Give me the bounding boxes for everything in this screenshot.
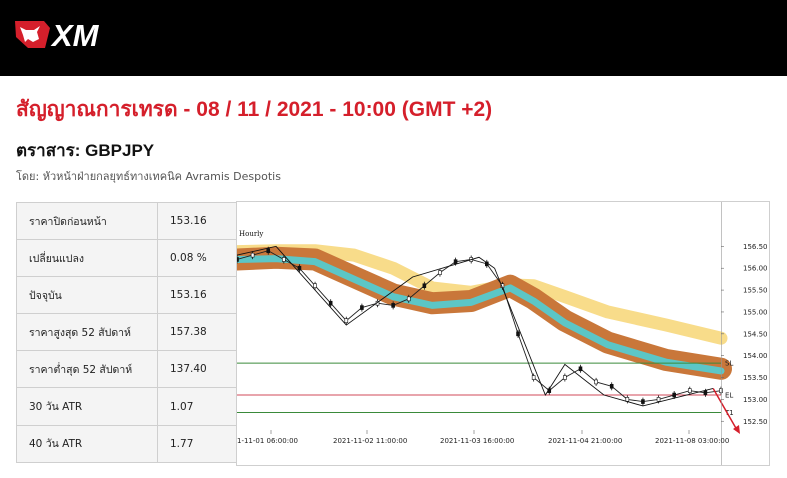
candle-body bbox=[250, 252, 255, 258]
timeframe-label: Hourly bbox=[239, 230, 263, 238]
candle-body bbox=[516, 331, 520, 337]
candle-body bbox=[422, 283, 427, 289]
cyan-ma-band bbox=[237, 255, 725, 375]
price-line bbox=[237, 250, 722, 403]
forecast-arrow-line bbox=[712, 388, 738, 431]
y-tick-label: 153.50 bbox=[743, 374, 768, 382]
candle-body bbox=[344, 318, 349, 323]
instrument-label: ตราสาร: GBPJPY bbox=[16, 141, 155, 160]
bull-silhouette-icon bbox=[20, 26, 40, 42]
stat-value: 0.08 % bbox=[157, 239, 238, 278]
level-label-sl: SL bbox=[725, 360, 733, 368]
x-tick-label: 2021-11-03 16:00:00 bbox=[440, 437, 514, 445]
stat-value: 153.16 bbox=[157, 201, 238, 241]
stat-label: ราคาสูงสุด 52 สัปดาห์ bbox=[16, 313, 158, 352]
stat-value: 153.16 bbox=[157, 276, 238, 315]
y-tick-label: 155.00 bbox=[743, 308, 768, 316]
candle-body bbox=[687, 388, 692, 393]
candle-body bbox=[313, 283, 317, 289]
candle-body bbox=[282, 257, 286, 262]
xm-logo[interactable]: XM bbox=[14, 15, 132, 51]
x-tick-label: 2021-11-04 21:00:00 bbox=[548, 437, 622, 445]
candle-body bbox=[531, 375, 536, 380]
y-tick-label: 153.00 bbox=[743, 396, 768, 404]
stat-value: 137.40 bbox=[157, 350, 238, 389]
candle-body bbox=[328, 300, 333, 306]
x-tick-label: 2021-11-02 11:00:00 bbox=[333, 437, 407, 445]
stat-value: 157.38 bbox=[157, 313, 238, 352]
table-row: ราคาต่ำสุด 52 สัปดาห์ 137.40 bbox=[16, 350, 238, 389]
stat-value: 1.07 bbox=[157, 387, 238, 426]
stat-label: เปลี่ยนแปลง bbox=[16, 239, 158, 278]
level-label-t1: T1 bbox=[724, 409, 734, 417]
table-row: ราคาสูงสุด 52 สัปดาห์ 157.38 bbox=[16, 313, 238, 352]
candle-body bbox=[563, 375, 567, 380]
zigzag-line bbox=[237, 245, 714, 407]
stat-label: ราคาต่ำสุด 52 สัปดาห์ bbox=[16, 350, 158, 389]
page-title: สัญญาณการเทรด - 08 / 11 / 2021 - 10:00 (… bbox=[16, 98, 493, 121]
candle-body bbox=[641, 399, 645, 404]
stat-label: 40 วัน ATR bbox=[16, 424, 158, 463]
logo-text: XM bbox=[50, 18, 100, 51]
candle-body bbox=[703, 390, 708, 396]
orange-ma-band bbox=[237, 246, 732, 380]
x-tick-label: 1-11-01 06:00:00 bbox=[237, 437, 298, 445]
forecast-arrowhead-icon bbox=[733, 425, 740, 434]
stats-table: ราคาปิดก่อนหน้า 153.16 เปลี่ยนแปลง 0.08 % … bbox=[16, 201, 238, 463]
candle-body bbox=[360, 305, 364, 310]
candle-body bbox=[609, 383, 614, 389]
candle-body bbox=[453, 259, 458, 264]
y-tick-label: 154.00 bbox=[743, 352, 768, 360]
stat-value: 1.77 bbox=[157, 424, 238, 463]
y-tick-label: 152.50 bbox=[743, 418, 768, 426]
stat-label: 30 วัน ATR bbox=[16, 387, 158, 426]
candle-body bbox=[391, 303, 395, 308]
y-tick-label: 154.50 bbox=[743, 330, 768, 338]
author-byline: โดย: หัวหน้าฝ่ายกลยุทธ์ทางเทคนิค Avramis… bbox=[16, 170, 281, 183]
level-label-el: EL bbox=[725, 392, 733, 400]
candle-body bbox=[266, 248, 271, 254]
candle-body bbox=[406, 296, 411, 302]
candle-body bbox=[719, 388, 723, 393]
candle-body bbox=[438, 270, 442, 275]
chart-canvas: Hourly SL EL T1 156.50 156.00 155.50 155.00 154… bbox=[237, 202, 768, 465]
y-tick-label: 156.00 bbox=[743, 265, 768, 273]
site-header: XM bbox=[0, 0, 787, 76]
candle-body bbox=[656, 397, 661, 402]
candle-body bbox=[594, 379, 598, 385]
candle-body bbox=[625, 397, 630, 402]
table-row: ราคาปิดก่อนหน้า 153.16 bbox=[16, 201, 238, 241]
price-chart: Hourly SL EL T1 156.50 156.00 155.50 155.00 154… bbox=[236, 201, 770, 466]
candle-body bbox=[578, 366, 583, 372]
x-tick-label: 2021-11-08 03:00:00 bbox=[655, 437, 729, 445]
table-row: เปลี่ยนแปลง 0.08 % bbox=[16, 239, 238, 278]
y-tick-label: 156.50 bbox=[743, 243, 768, 251]
table-row: 40 วัน ATR 1.77 bbox=[16, 424, 238, 463]
stat-label: ปัจจุบัน bbox=[16, 276, 158, 315]
table-row: 30 วัน ATR 1.07 bbox=[16, 387, 238, 426]
candle-body bbox=[672, 392, 676, 398]
candle-body bbox=[237, 257, 239, 262]
y-tick-label: 155.50 bbox=[743, 287, 768, 295]
table-row: ปัจจุบัน 153.16 bbox=[16, 276, 238, 315]
candle-body bbox=[297, 265, 302, 271]
stat-label: ราคาปิดก่อนหน้า bbox=[16, 201, 158, 241]
